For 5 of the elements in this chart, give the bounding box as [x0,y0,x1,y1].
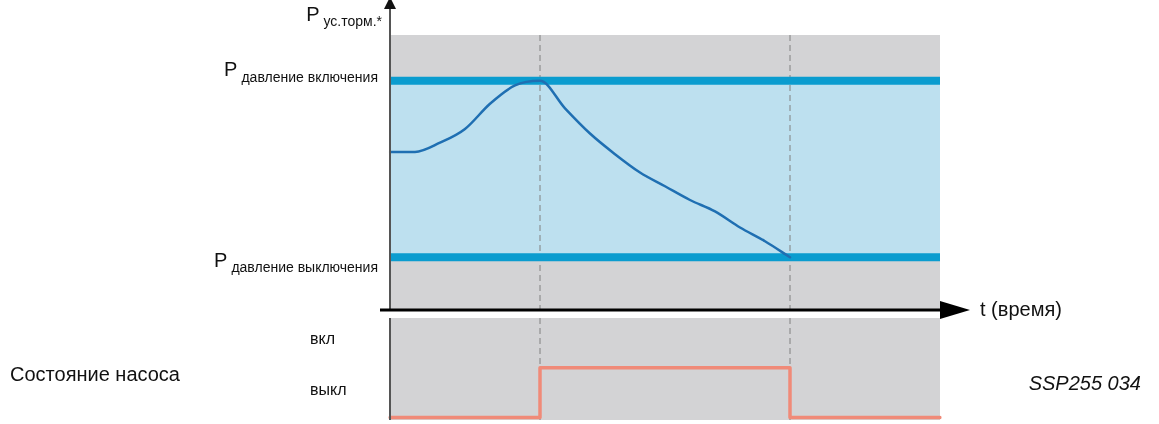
text: вкл [310,329,336,347]
text: SSP255 034 [1028,371,1141,394]
y-axis-title: Состояние насоса [10,362,181,385]
x-axis-title: t (время) [980,297,1062,320]
text: выкл [310,380,347,398]
